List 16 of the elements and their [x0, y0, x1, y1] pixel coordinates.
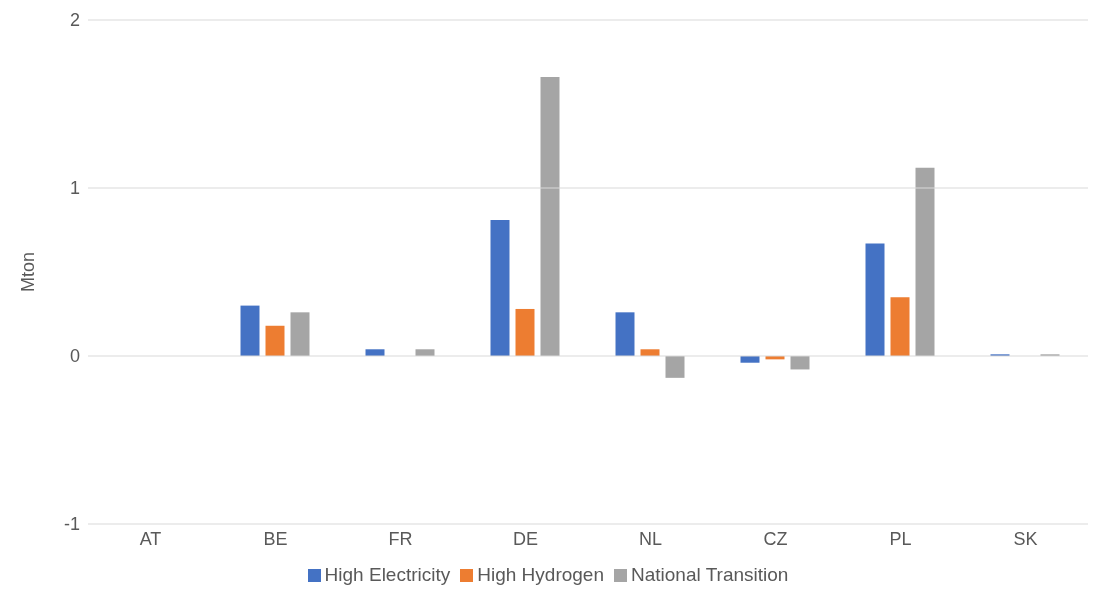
- y-axis-title: Mton: [18, 251, 39, 293]
- y-tick-label: 2: [69, 10, 80, 31]
- x-tick-label: FR: [388, 528, 413, 549]
- x-tick-label: AT: [139, 528, 162, 549]
- legend-label: High Electricity: [324, 564, 451, 585]
- y-tick-label: 1: [69, 178, 80, 199]
- x-tick-label: DE: [512, 528, 539, 549]
- x-tick-label: BE: [263, 528, 288, 549]
- x-tick-label: PL: [889, 528, 912, 549]
- x-tick-label: CZ: [763, 528, 788, 549]
- legend-label: High Hydrogen: [477, 564, 605, 585]
- x-tick-label: SK: [1013, 528, 1038, 549]
- x-tick-label: NL: [638, 528, 663, 549]
- y-tick-label: 0: [69, 346, 80, 367]
- legend-label: National Transition: [631, 564, 789, 585]
- y-tick-label: -1: [63, 514, 80, 535]
